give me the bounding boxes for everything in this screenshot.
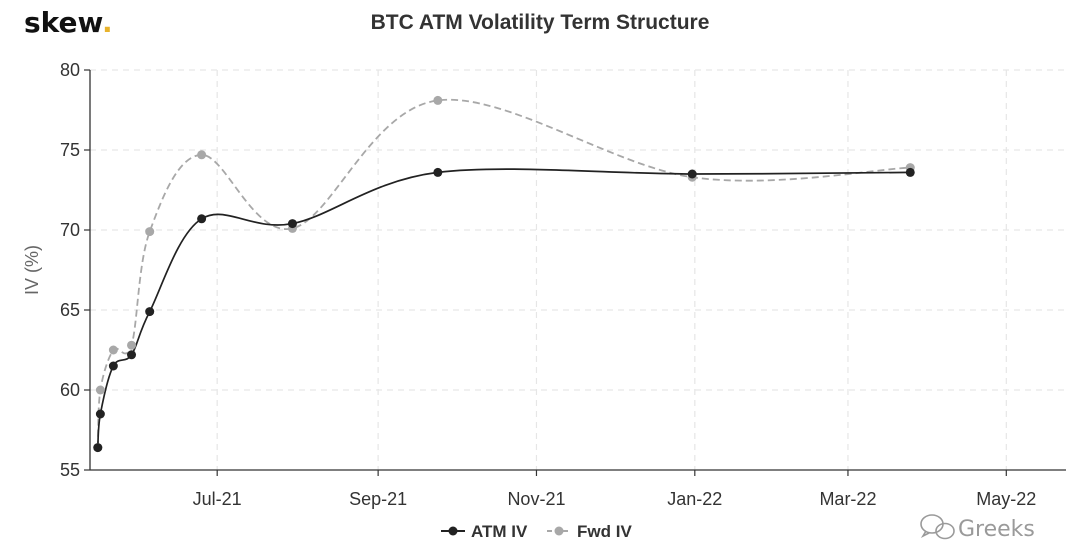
y-tick-label: 75 xyxy=(60,140,80,160)
data-point-fwd-iv[interactable] xyxy=(197,150,207,160)
data-point-fwd-iv[interactable] xyxy=(145,227,155,237)
legend-item-fwd-iv[interactable]: Fwd IV xyxy=(547,522,632,541)
brand-name: skew xyxy=(24,6,103,39)
data-point-atm-iv[interactable] xyxy=(905,167,915,177)
x-tick-label: Sep-21 xyxy=(349,489,407,509)
y-tick-label: 60 xyxy=(60,380,80,400)
legend-fwd-swatch-marker xyxy=(554,526,564,536)
x-tick-label: Jul-21 xyxy=(193,489,242,509)
x-tick-label: May-22 xyxy=(976,489,1036,509)
brand-logo: skew . xyxy=(24,6,113,39)
data-point-atm-iv[interactable] xyxy=(93,443,103,453)
data-point-fwd-iv[interactable] xyxy=(127,340,137,350)
data-point-atm-iv[interactable] xyxy=(433,167,443,177)
data-point-atm-iv[interactable] xyxy=(95,409,105,419)
chart-title: BTC ATM Volatility Term Structure xyxy=(371,11,710,34)
data-point-atm-iv[interactable] xyxy=(127,350,137,360)
x-tick-labels: Jul-21 Sep-21 Nov-21 Jan-22 Mar-22 May-22 xyxy=(193,489,1037,509)
brand-dot: . xyxy=(102,6,113,39)
watermark-text: Greeks xyxy=(958,517,1035,542)
legend[interactable]: ATM IV Fwd IV xyxy=(441,522,632,541)
data-point-atm-iv[interactable] xyxy=(687,169,697,179)
data-point-atm-iv[interactable] xyxy=(145,307,155,317)
series-markers xyxy=(93,95,915,453)
axes xyxy=(84,69,1066,476)
x-tick-label: Mar-22 xyxy=(819,489,876,509)
legend-atm-swatch-marker xyxy=(448,526,458,536)
series-lines xyxy=(96,98,911,448)
data-point-fwd-iv[interactable] xyxy=(95,385,105,395)
x-tick-label: Nov-21 xyxy=(507,489,565,509)
data-point-atm-iv[interactable] xyxy=(108,361,118,371)
data-point-atm-iv[interactable] xyxy=(287,219,297,229)
wechat-icon xyxy=(920,514,955,540)
legend-atm-label: ATM IV xyxy=(471,522,528,541)
watermark: Greeks xyxy=(920,514,1035,542)
legend-fwd-label: Fwd IV xyxy=(577,522,632,541)
y-tick-labels: 55 60 65 70 75 80 xyxy=(60,60,80,480)
data-point-atm-iv[interactable] xyxy=(197,214,207,224)
y-tick-label: 65 xyxy=(60,300,80,320)
series-line-atm-iv xyxy=(96,168,911,448)
data-point-fwd-iv[interactable] xyxy=(108,345,118,355)
y-tick-label: 55 xyxy=(60,460,80,480)
data-point-fwd-iv[interactable] xyxy=(433,95,443,105)
series-line-fwd-iv xyxy=(96,98,911,448)
y-axis-title: IV (%) xyxy=(22,245,42,295)
y-tick-label: 70 xyxy=(60,220,80,240)
legend-item-atm-iv[interactable]: ATM IV xyxy=(441,522,528,541)
y-tick-label: 80 xyxy=(60,60,80,80)
x-tick-label: Jan-22 xyxy=(667,489,722,509)
grid-lines xyxy=(90,69,1066,470)
